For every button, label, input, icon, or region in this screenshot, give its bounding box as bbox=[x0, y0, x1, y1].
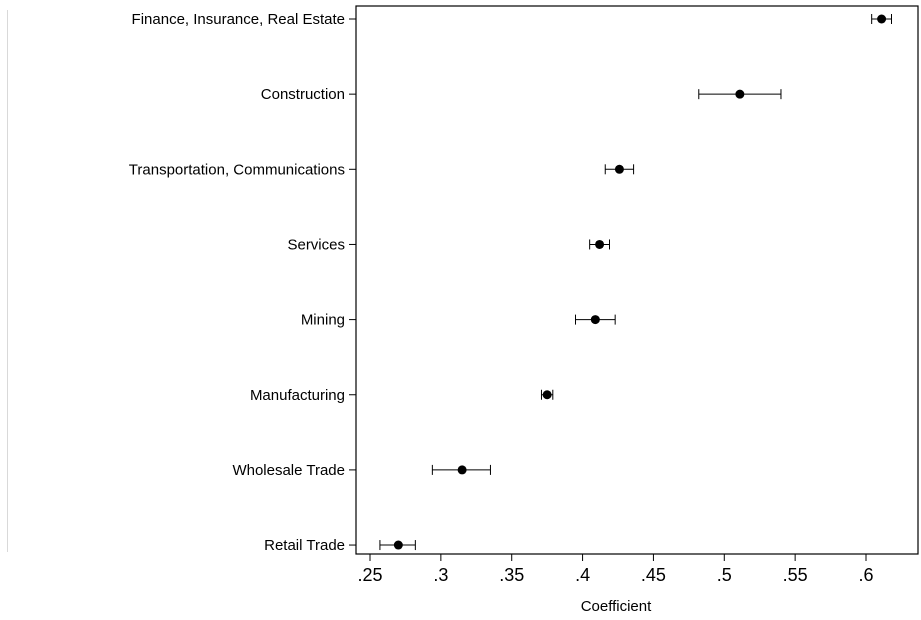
y-tick-label: Retail Trade bbox=[264, 537, 345, 554]
x-tick-label: .55 bbox=[783, 565, 808, 585]
coefficient-point bbox=[735, 89, 745, 99]
coefficient-point bbox=[590, 315, 600, 325]
x-axis-title: Coefficient bbox=[581, 598, 652, 615]
coefficient-point bbox=[877, 14, 887, 24]
plot-area-frame bbox=[355, 5, 919, 555]
y-axis: Finance, Insurance, Real Estate Construct… bbox=[129, 11, 356, 554]
y-tick-label: Finance, Insurance, Real Estate bbox=[132, 11, 345, 28]
data-marks bbox=[379, 14, 893, 551]
y-tick-label: Construction bbox=[261, 86, 345, 103]
left-divider-line bbox=[7, 10, 8, 552]
x-tick-label: .45 bbox=[641, 565, 666, 585]
y-tick-label: Services bbox=[287, 236, 345, 253]
x-tick-label: .3 bbox=[433, 565, 448, 585]
y-tick-label: Wholesale Trade bbox=[232, 462, 345, 479]
coefficient-point bbox=[595, 239, 605, 249]
x-tick-label: .4 bbox=[575, 565, 590, 585]
x-tick-label: .5 bbox=[717, 565, 732, 585]
x-axis: .25 .3 .35 .4 .45 .5 .55 .6 bbox=[357, 554, 874, 585]
coefficient-point bbox=[457, 465, 467, 475]
y-tick-label: Manufacturing bbox=[250, 387, 345, 404]
coefficient-point bbox=[542, 390, 552, 400]
x-tick-label: .35 bbox=[499, 565, 524, 585]
coefficient-point bbox=[393, 540, 403, 550]
x-tick-label: .6 bbox=[858, 565, 873, 585]
coefficient-point bbox=[614, 164, 624, 174]
y-tick-label: Transportation, Communications bbox=[129, 161, 345, 178]
y-tick-label: Mining bbox=[301, 312, 345, 329]
x-tick-label: .25 bbox=[357, 565, 382, 585]
